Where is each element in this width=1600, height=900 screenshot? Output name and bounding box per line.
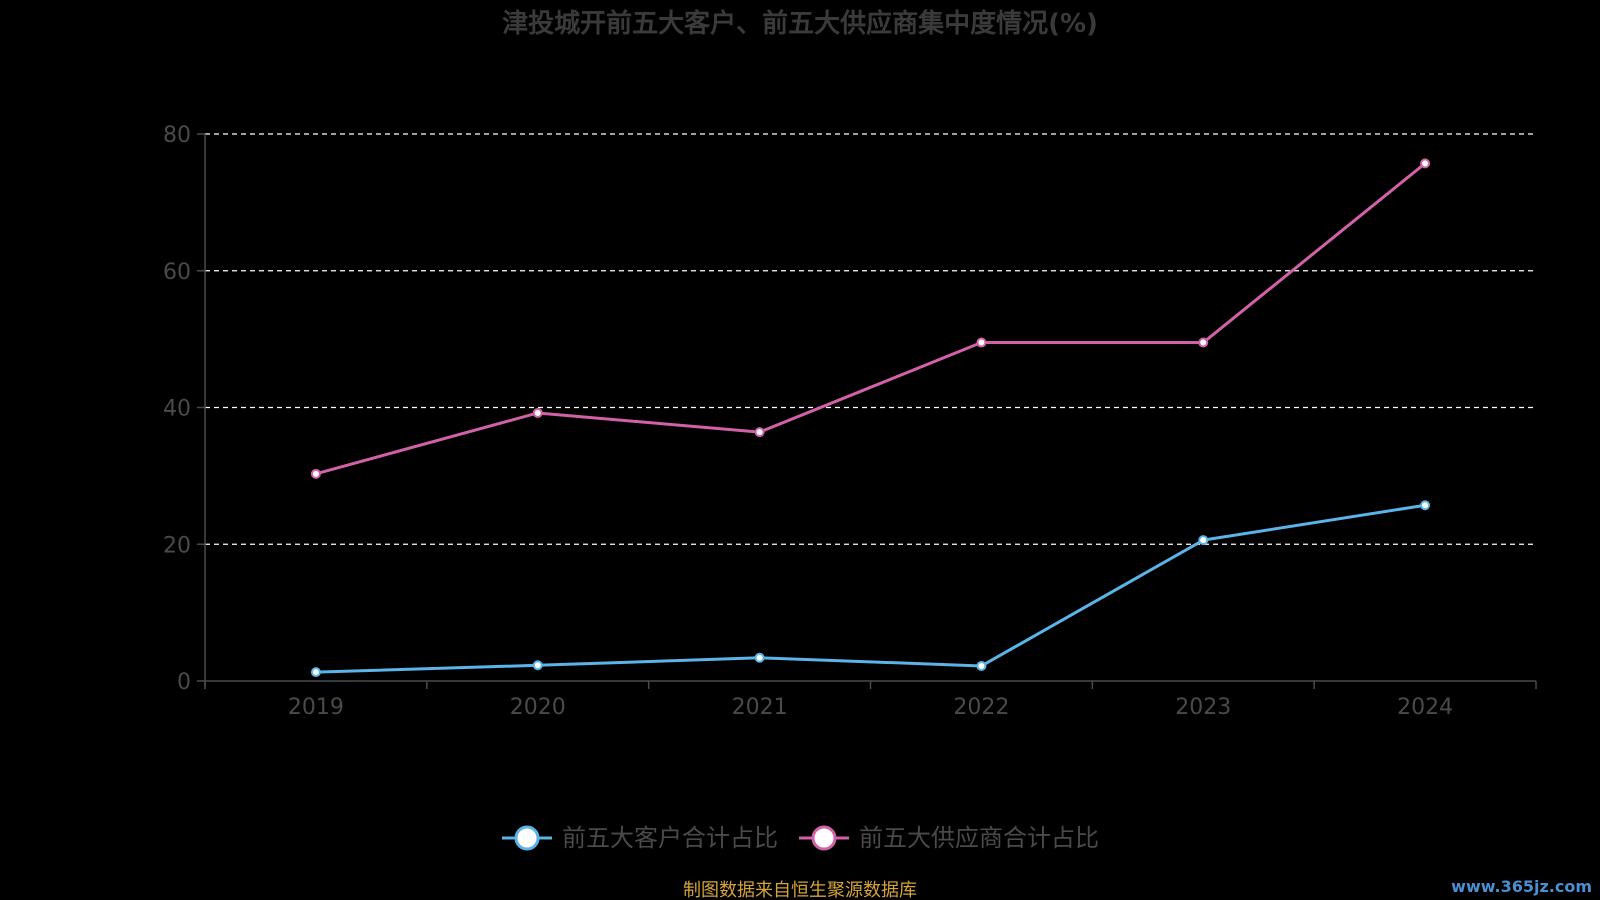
x-tick-label: 2021 xyxy=(732,695,788,720)
x-tick-label: 2020 xyxy=(510,695,566,720)
series-line-suppliers xyxy=(315,162,1427,476)
data-point-customers xyxy=(1198,535,1209,546)
y-tick-label: 40 xyxy=(163,397,191,422)
x-tick-label: 2019 xyxy=(288,695,344,720)
data-point-suppliers xyxy=(754,427,765,438)
source-note: 制图数据来自恒生聚源数据库 xyxy=(683,880,917,900)
y-tick-label: 60 xyxy=(163,260,191,285)
y-tick-label: 20 xyxy=(163,533,191,558)
watermark: www.365jz.com xyxy=(1451,877,1592,896)
legend-suppliers-label: 前五大供应商合计占比 xyxy=(859,824,1099,852)
legend-suppliers-marker xyxy=(811,825,837,851)
data-point-customers xyxy=(532,660,543,671)
y-tick-label: 0 xyxy=(177,670,191,695)
data-point-customers xyxy=(310,667,321,678)
legend[interactable]: 前五大客户合计占比 前五大供应商合计占比 xyxy=(502,824,1099,852)
data-point-customers xyxy=(754,652,765,663)
data-point-suppliers xyxy=(976,337,987,348)
x-tick-label: 2024 xyxy=(1397,695,1453,720)
grid-layer xyxy=(205,133,1536,545)
x-tick-label: 2023 xyxy=(1175,695,1231,720)
data-point-customers xyxy=(1420,500,1431,511)
x-tick-label: 2022 xyxy=(953,695,1009,720)
y-tick-label: 80 xyxy=(163,123,191,148)
data-point-suppliers xyxy=(1198,337,1209,348)
data-point-customers xyxy=(976,660,987,671)
data-point-suppliers xyxy=(532,407,543,418)
axis-layer: 0 20 40 60 80 2019 2020 2021 2022 2023 2024 xyxy=(163,123,1537,720)
legend-customers-label: 前五大客户合计占比 xyxy=(562,824,778,852)
series-line-customers xyxy=(315,503,1426,674)
chart-title: 津投城开前五大客户、前五大供应商集中度情况(%) xyxy=(502,8,1098,39)
series-layer xyxy=(310,158,1431,678)
data-point-suppliers xyxy=(310,468,321,479)
data-point-suppliers xyxy=(1420,158,1431,169)
legend-item-suppliers[interactable]: 前五大供应商合计占比 xyxy=(799,824,1099,852)
legend-item-customers[interactable]: 前五大客户合计占比 xyxy=(502,824,778,852)
legend-customers-marker xyxy=(514,825,540,851)
